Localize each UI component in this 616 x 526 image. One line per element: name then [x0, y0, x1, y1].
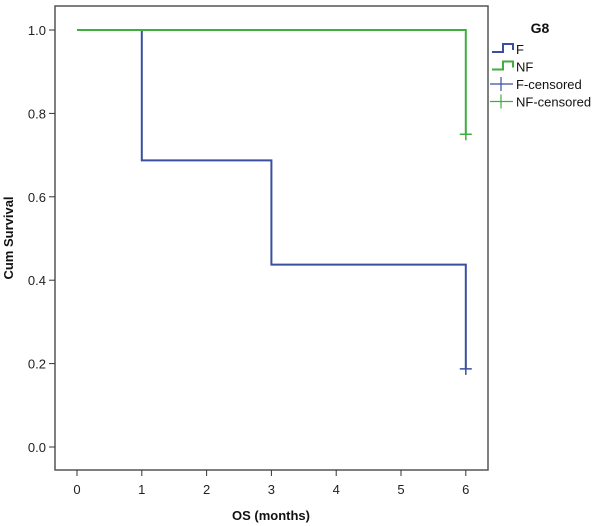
legend-censor-swatch-f — [490, 77, 513, 91]
y-tick-label: 0.0 — [28, 440, 46, 455]
censor-mark-f — [459, 362, 472, 375]
x-tick-label: 0 — [73, 482, 80, 497]
x-tick-label: 5 — [397, 482, 404, 497]
y-tick-label: 0.8 — [28, 106, 46, 121]
x-axis-label: OS (months) — [232, 508, 310, 523]
x-tick-label: 3 — [268, 482, 275, 497]
legend-censor-swatch-nf — [490, 94, 513, 109]
x-tick-label: 6 — [462, 482, 469, 497]
legend-label: NF-censored — [516, 95, 591, 110]
legend-label: F — [516, 42, 524, 57]
censor-mark-nf — [459, 128, 472, 141]
legend-label: F-censored — [516, 77, 582, 92]
x-tick-label: 2 — [203, 482, 210, 497]
legend-swatch-f — [492, 43, 514, 53]
legend-title: G8 — [531, 20, 550, 36]
survival-curve-nf — [77, 29, 467, 135]
y-tick-label: 1.0 — [28, 23, 46, 38]
legend-swatch-nf — [492, 60, 514, 71]
legend-label: NF — [516, 60, 533, 75]
y-tick-label: 0.2 — [28, 357, 46, 372]
x-tick-label: 1 — [138, 482, 145, 497]
legend: F NF F-censored NF-censored — [490, 42, 591, 110]
y-tick-label: 0.6 — [28, 190, 46, 205]
y-tick-label: 0.4 — [28, 273, 46, 288]
x-tick-label: 4 — [333, 482, 340, 497]
y-axis-label: Cum Survival — [1, 196, 16, 279]
